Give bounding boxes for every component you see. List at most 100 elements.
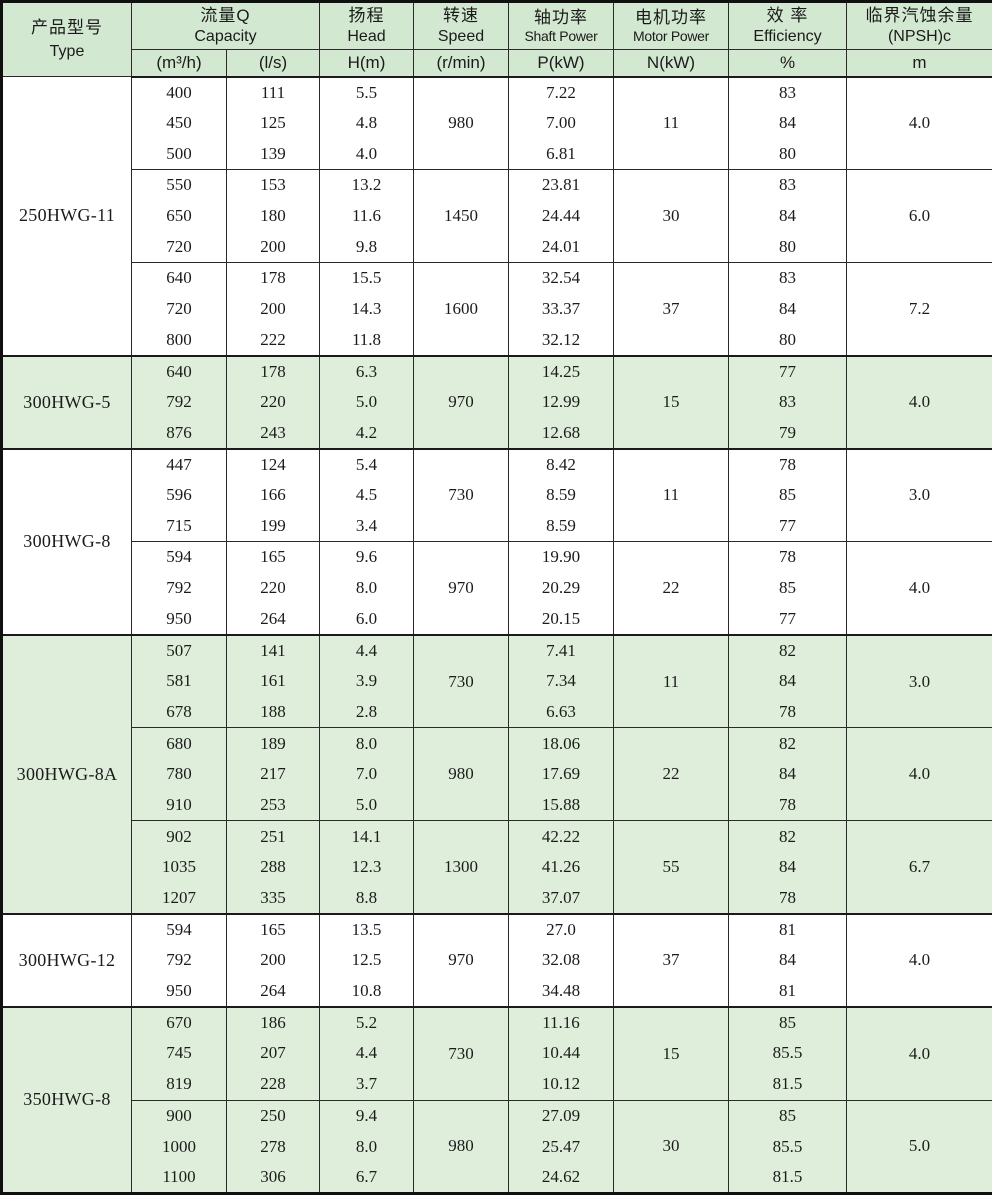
data-row: 902 251 14.1 1300 42.22 55 82 6.7 bbox=[2, 820, 992, 914]
head-cell: 6.7 bbox=[319, 1162, 414, 1194]
data-row: 715 199 3.4 8.59 77 bbox=[2, 510, 992, 542]
efficiency-cell: 79 bbox=[728, 417, 847, 449]
shaft-power-cell: 10.12 bbox=[508, 1069, 614, 1101]
speed-cell: 1600 bbox=[413, 262, 509, 356]
head-cell: 4.5 bbox=[319, 479, 414, 511]
capacity-ls-cell: 189 bbox=[226, 727, 320, 759]
efficiency-cell: 78 bbox=[728, 696, 847, 728]
capacity-m3h-cell: 910 bbox=[131, 789, 227, 821]
motor-power-cell: 11 bbox=[613, 633, 729, 728]
shaft-power-cell: 7.22 bbox=[508, 76, 614, 108]
speed-cell: 980 bbox=[413, 76, 509, 170]
capacity-m3h-cell: 450 bbox=[131, 107, 227, 139]
capacity-ls-cell: 178 bbox=[226, 262, 320, 294]
header-type-zh: 产品型号 bbox=[31, 17, 103, 37]
efficiency-cell: 80 bbox=[728, 231, 847, 263]
shaft-power-cell: 41.26 bbox=[508, 851, 614, 883]
data-row: 792 220 8.0 20.29 85 bbox=[2, 572, 992, 604]
capacity-m3h-cell: 720 bbox=[131, 231, 227, 263]
head-cell: 3.4 bbox=[319, 510, 414, 542]
speed-cell: 1450 bbox=[413, 169, 509, 263]
efficiency-cell: 78 bbox=[728, 789, 847, 821]
shaft-power-cell: 20.15 bbox=[508, 603, 614, 635]
data-row: 1207 335 8.8 37.07 78 bbox=[2, 882, 992, 914]
head-cell: 9.6 bbox=[319, 541, 414, 573]
data-row: 300HWG-5 640 178 6.3 970 14.25 15 77 4.0 bbox=[1, 354, 992, 449]
header-motor-power: 电机功率 Motor Power bbox=[613, 1, 729, 50]
head-cell: 4.8 bbox=[319, 107, 414, 139]
capacity-m3h-cell: 640 bbox=[131, 354, 227, 387]
capacity-ls-cell: 220 bbox=[226, 386, 320, 418]
efficiency-cell: 85.5 bbox=[728, 1037, 847, 1069]
capacity-ls-cell: 165 bbox=[226, 541, 320, 573]
shaft-power-cell: 7.41 bbox=[508, 633, 614, 666]
speed-cell: 730 bbox=[413, 1005, 509, 1101]
header-speed: 转速 Speed bbox=[413, 1, 509, 50]
efficiency-cell: 83 bbox=[728, 76, 847, 108]
header-speed-en: Speed bbox=[437, 27, 485, 45]
capacity-ls-cell: 111 bbox=[226, 76, 320, 108]
capacity-ls-cell: 186 bbox=[226, 1005, 320, 1038]
capacity-m3h-cell: 650 bbox=[131, 200, 227, 232]
shaft-power-cell: 32.54 bbox=[508, 262, 614, 294]
data-row: 792 220 5.0 12.99 83 bbox=[2, 386, 992, 418]
head-cell: 11.6 bbox=[319, 200, 414, 232]
header-capacity-en: Capacity bbox=[194, 27, 257, 45]
shaft-power-cell: 19.90 bbox=[508, 541, 614, 573]
shaft-power-cell: 14.25 bbox=[508, 354, 614, 387]
capacity-m3h-cell: 596 bbox=[131, 479, 227, 511]
shaft-power-cell: 24.01 bbox=[508, 231, 614, 263]
npsh-cell: 4.0 bbox=[846, 354, 992, 449]
capacity-ls-cell: 200 bbox=[226, 293, 320, 325]
efficiency-cell: 85.5 bbox=[728, 1131, 847, 1163]
head-cell: 8.0 bbox=[319, 572, 414, 604]
efficiency-cell: 85 bbox=[728, 479, 847, 511]
capacity-m3h-cell: 1000 bbox=[131, 1131, 227, 1163]
head-cell: 13.2 bbox=[319, 169, 414, 201]
npsh-cell: 4.0 bbox=[846, 541, 992, 635]
npsh-cell: 4.0 bbox=[846, 1005, 992, 1101]
shaft-power-cell: 6.81 bbox=[508, 138, 614, 170]
data-row: 1035 288 12.3 41.26 84 bbox=[2, 851, 992, 883]
speed-cell: 730 bbox=[413, 633, 509, 728]
head-cell: 4.2 bbox=[319, 417, 414, 449]
head-cell: 15.5 bbox=[319, 262, 414, 294]
speed-cell: 970 bbox=[413, 912, 509, 1007]
capacity-ls-cell: 288 bbox=[226, 851, 320, 883]
capacity-m3h-cell: 594 bbox=[131, 912, 227, 945]
capacity-m3h-cell: 900 bbox=[131, 1099, 227, 1132]
data-row: 596 166 4.5 8.59 85 bbox=[2, 479, 992, 511]
shaft-power-cell: 37.07 bbox=[508, 882, 614, 914]
efficiency-cell: 85 bbox=[728, 1005, 847, 1038]
header-npsh: 临界汽蚀余量 (NPSH)c bbox=[846, 1, 992, 50]
data-row: 650 180 11.6 24.44 84 bbox=[2, 200, 992, 232]
header-type-en: Type bbox=[49, 43, 85, 61]
data-row: 680 189 8.0 980 18.06 22 82 4.0 bbox=[2, 727, 992, 821]
capacity-m3h-cell: 670 bbox=[131, 1005, 227, 1038]
data-row: 300HWG-8 447 124 5.4 730 8.42 11 78 3.0 bbox=[1, 447, 992, 635]
unit-speed: (r/min) bbox=[413, 49, 509, 78]
header-motor-power-en: Motor Power bbox=[632, 27, 710, 44]
capacity-ls-cell: 165 bbox=[226, 912, 320, 945]
capacity-m3h-cell: 720 bbox=[131, 293, 227, 325]
capacity-m3h-cell: 1207 bbox=[131, 882, 227, 914]
shaft-power-cell: 24.62 bbox=[508, 1162, 614, 1194]
head-cell: 14.1 bbox=[319, 820, 414, 852]
header-npsh-zh: 临界汽蚀余量 bbox=[865, 6, 974, 26]
capacity-m3h-cell: 792 bbox=[131, 386, 227, 418]
header-head-zh: 扬程 bbox=[348, 6, 385, 26]
shaft-power-cell: 32.12 bbox=[508, 324, 614, 356]
capacity-m3h-cell: 745 bbox=[131, 1037, 227, 1069]
npsh-cell: 4.0 bbox=[846, 912, 992, 1007]
shaft-power-cell: 18.06 bbox=[508, 727, 614, 759]
shaft-power-cell: 8.59 bbox=[508, 510, 614, 542]
motor-power-cell: 55 bbox=[613, 820, 729, 914]
shaft-power-cell: 7.00 bbox=[508, 107, 614, 139]
data-row: 350HWG-8 670 186 5.2 730 11.16 15 85 4.0 bbox=[1, 1005, 992, 1194]
speed-cell: 730 bbox=[413, 447, 509, 542]
shaft-power-cell: 24.44 bbox=[508, 200, 614, 232]
header-speed-zh: 转速 bbox=[443, 6, 479, 26]
capacity-ls-cell: 251 bbox=[226, 820, 320, 852]
capacity-m3h-cell: 640 bbox=[131, 262, 227, 294]
header-capacity-zh: 流量Q bbox=[200, 6, 251, 26]
